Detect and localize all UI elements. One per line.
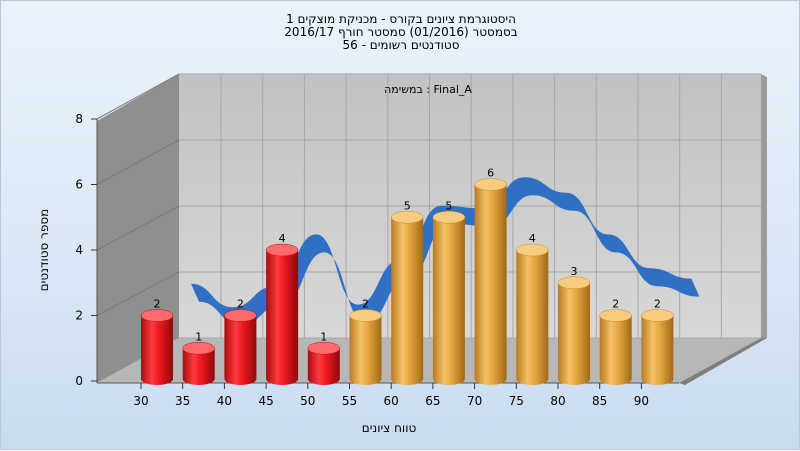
bar-cap [390, 211, 424, 224]
data-label: 2 [654, 298, 661, 311]
x-tick-label: 40 [217, 394, 232, 408]
x-tick-label: 50 [300, 394, 315, 408]
grid-line-side [96, 73, 180, 120]
bar-35 [182, 342, 215, 385]
chart-title-line-3: סטודנטים רשומים - 56 [342, 38, 459, 52]
x-axis-title: טווח ציונים [362, 421, 417, 435]
bar-body [558, 282, 590, 385]
data-label: 1 [320, 330, 327, 343]
bar-cap [516, 243, 549, 257]
bar-body [349, 315, 382, 385]
bar-cap [474, 178, 507, 191]
y-tick-label: 0 [75, 374, 83, 388]
data-label: 1 [195, 330, 202, 343]
floor-edge [679, 338, 767, 385]
bar-body [474, 184, 507, 385]
bar-cap [182, 342, 215, 355]
bar-body [141, 315, 173, 385]
x-tick-label: 90 [634, 394, 649, 408]
bar-65 [432, 211, 466, 385]
data-label: 5 [404, 199, 411, 212]
bar-body [224, 315, 257, 385]
y-tick-label: 6 [75, 178, 83, 192]
bar-80 [557, 276, 591, 385]
x-tick-label: 35 [175, 394, 190, 408]
bar-body [641, 315, 674, 385]
bar-40 [224, 309, 257, 385]
x-tick-label: 65 [425, 394, 440, 408]
bar-45 [265, 243, 299, 385]
x-tick-label: 30 [133, 394, 148, 408]
x-ticks: 30 35 40 45 50 55 60 65 70 75 80 85 90 [133, 383, 649, 408]
bar-75 [516, 243, 549, 385]
bar-body [432, 217, 465, 385]
bar-85 [599, 309, 632, 385]
bar-70 [474, 178, 507, 385]
floor [97, 338, 761, 383]
grid-lines [96, 73, 761, 339]
y-tick-label: 8 [75, 112, 83, 126]
bar-body [307, 348, 340, 385]
data-label: 2 [154, 298, 161, 311]
y-ticks: 0 2 4 6 8 [75, 112, 97, 388]
chart-title-line-2: בסמסטר (01/2016) סמסטר חורף 2016/17 [284, 25, 517, 39]
bar-cap [599, 309, 632, 322]
bar-50 [307, 342, 341, 385]
bar-90 [641, 309, 674, 385]
x-tick-label: 60 [384, 394, 399, 408]
y-axis-title: מספר סטודנטים [37, 209, 51, 292]
right-edge [761, 74, 767, 338]
data-label: 4 [279, 232, 286, 245]
data-label: 6 [487, 167, 494, 180]
data-label: 2 [237, 298, 244, 311]
bar-cap [224, 309, 257, 322]
x-tick-label: 85 [592, 394, 607, 408]
y-tick-label: 2 [75, 309, 83, 323]
bar-body [391, 217, 424, 385]
x-tick-label: 75 [509, 394, 524, 408]
bar-30 [140, 309, 174, 385]
data-label: 2 [362, 298, 369, 311]
data-label: 3 [571, 265, 578, 278]
bar-cap [557, 276, 591, 289]
bars [140, 178, 674, 385]
bar-body [266, 250, 299, 385]
grid-line-side [96, 139, 180, 185]
data-label: 4 [529, 232, 536, 245]
chart-title-line-1: היסטוגרמת ציונים בקורס - מכניקת מוצקים 1 [286, 12, 516, 26]
grid-line-side [96, 271, 180, 316]
x-tick-label: 80 [550, 394, 565, 408]
bar-55 [349, 309, 382, 385]
bar-cap [307, 342, 341, 355]
task-annotation: במשימה : Final_A [384, 83, 472, 96]
bar-cap [265, 243, 299, 257]
data-label: 2 [612, 298, 619, 311]
grid-line-side [96, 205, 180, 251]
bar-cap [641, 309, 674, 322]
bar-body [516, 250, 549, 385]
x-tick-label: 70 [467, 394, 482, 408]
data-labels: 2 1 2 4 1 2 5 5 6 4 3 2 2 [154, 167, 661, 344]
x-tick-label: 55 [342, 394, 357, 408]
bar-cap [432, 211, 466, 224]
data-label: 5 [445, 199, 452, 212]
bar-body [182, 348, 215, 385]
bar-60 [390, 211, 424, 385]
x-tick-label: 45 [258, 394, 273, 408]
bar-cap [349, 309, 382, 322]
bar-body [599, 315, 632, 385]
bar-cap [140, 309, 174, 322]
y-tick-label: 4 [75, 243, 83, 257]
